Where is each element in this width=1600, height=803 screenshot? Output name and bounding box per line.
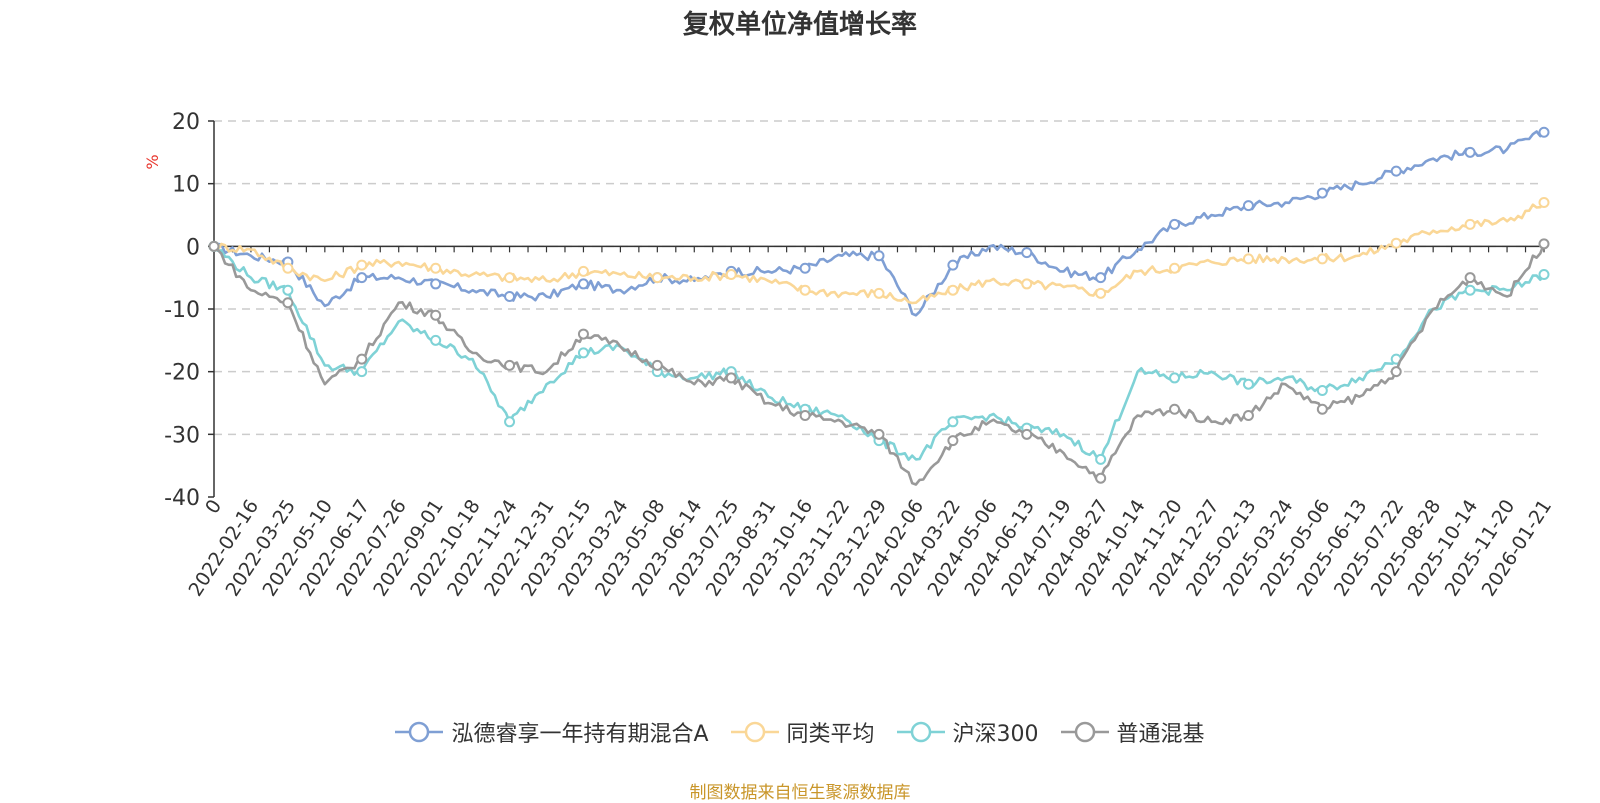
data-point (1316, 253, 1328, 265)
data-point (799, 262, 811, 274)
data-point (356, 259, 368, 271)
data-point (356, 353, 368, 365)
data-point (1021, 278, 1033, 290)
legend-marker-icon (896, 721, 945, 743)
data-point (1242, 253, 1254, 265)
series-line (213, 130, 1545, 317)
data-point (577, 265, 589, 277)
y-tick-label: -20 (164, 361, 200, 386)
data-point (577, 278, 589, 290)
data-point (651, 272, 663, 284)
data-point (1242, 378, 1254, 390)
y-tick-label: -10 (164, 298, 200, 323)
legend-label: 泓德睿享一年持有期混合A (451, 722, 709, 747)
data-point (1390, 366, 1402, 378)
source-note: 制图数据来自恒生聚源数据库 (689, 783, 911, 803)
data-point (1095, 472, 1107, 484)
data-point (1169, 218, 1181, 230)
y-tick-label: 0 (186, 235, 200, 260)
data-point (1242, 200, 1254, 212)
data-point (873, 250, 885, 262)
data-point (1464, 218, 1476, 230)
legend-marker-icon (395, 721, 444, 743)
data-point (1464, 284, 1476, 296)
data-point (799, 284, 811, 296)
data-point (1538, 126, 1550, 138)
data-point (947, 284, 959, 296)
data-point (504, 290, 516, 302)
data-point (947, 416, 959, 428)
data-point (1390, 237, 1402, 249)
data-point (725, 269, 737, 281)
data-point (430, 334, 442, 346)
data-point (1538, 238, 1550, 250)
data-point (725, 372, 737, 384)
data-point (1538, 269, 1550, 281)
data-point (651, 359, 663, 371)
data-point (356, 272, 368, 284)
line-chart: 20100-10-20-30-40%02022-02-162022-03-252… (143, 110, 1556, 600)
legend-item[interactable]: 同类平均 (730, 716, 875, 748)
data-point (282, 262, 294, 274)
legend: 泓德睿享一年持有期混合A 同类平均 沪深300 普通混基 (0, 716, 1600, 748)
data-point (1169, 372, 1181, 384)
series-lines (208, 126, 1550, 486)
legend-label: 普通混基 (1116, 722, 1205, 747)
data-point (1169, 262, 1181, 274)
data-point (1021, 428, 1033, 440)
data-point (430, 278, 442, 290)
data-point (1390, 165, 1402, 177)
data-point (873, 287, 885, 299)
data-point (799, 410, 811, 422)
data-point (1021, 247, 1033, 259)
data-point (947, 259, 959, 271)
data-point (577, 328, 589, 340)
data-point (1316, 187, 1328, 199)
y-tick-label: -40 (164, 486, 200, 511)
data-point (208, 240, 220, 252)
data-point (1242, 410, 1254, 422)
data-point (1538, 196, 1550, 208)
data-point (504, 359, 516, 371)
y-tick-label: 20 (172, 110, 200, 135)
y-axis-label: % (143, 154, 162, 169)
data-point (1169, 403, 1181, 415)
legend-item[interactable]: 泓德睿享一年持有期混合A (395, 716, 709, 748)
legend-item[interactable]: 沪深300 (896, 716, 1039, 748)
legend-label: 同类平均 (786, 722, 875, 747)
legend-marker-icon (1060, 721, 1109, 743)
data-point (577, 347, 589, 359)
data-point (282, 284, 294, 296)
chart-title: 复权单位净值增长率 (682, 10, 917, 40)
data-point (1316, 384, 1328, 396)
data-point (1095, 287, 1107, 299)
legend-marker-icon (730, 721, 779, 743)
legend-label: 沪深300 (952, 722, 1039, 747)
legend-item[interactable]: 普通混基 (1060, 716, 1205, 748)
y-tick-label: -30 (164, 423, 200, 448)
data-point (1464, 146, 1476, 158)
data-point (1316, 403, 1328, 415)
data-point (430, 262, 442, 274)
y-tick-label: 10 (172, 173, 200, 198)
data-point (504, 416, 516, 428)
data-point (1095, 453, 1107, 465)
data-point (430, 309, 442, 321)
data-point (947, 435, 959, 447)
data-point (504, 272, 516, 284)
data-point (1464, 272, 1476, 284)
data-point (282, 297, 294, 309)
data-point (1095, 272, 1107, 284)
data-point (873, 428, 885, 440)
x-tick-label: 0 (201, 496, 226, 518)
data-point (356, 366, 368, 378)
